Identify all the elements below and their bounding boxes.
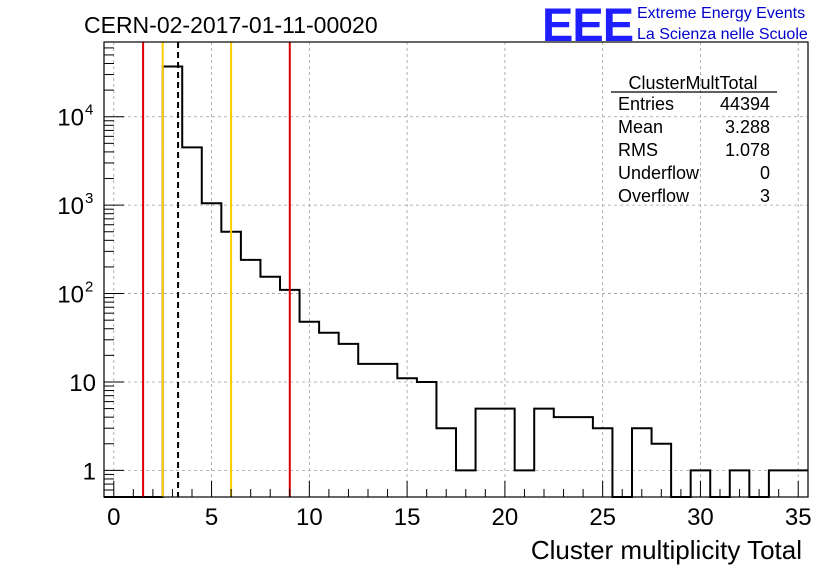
y-tick-label: 1 bbox=[83, 458, 96, 485]
stats-label: Overflow bbox=[618, 186, 690, 206]
y-tick-label-exponent: 2 bbox=[85, 279, 93, 296]
y-tick-label: 10 4 bbox=[57, 102, 93, 132]
stats-label: Underflow bbox=[618, 163, 700, 183]
y-tick-label-base: 10 bbox=[57, 105, 84, 132]
stats-value: 3.288 bbox=[725, 117, 770, 137]
logo-tagline-1: Extreme Energy Events bbox=[637, 5, 806, 22]
stats-value: 1.078 bbox=[725, 140, 770, 160]
x-tick-label: 30 bbox=[687, 504, 714, 531]
stats-label: RMS bbox=[618, 140, 658, 160]
run-title: CERN-02-2017-01-11-00020 bbox=[84, 12, 378, 38]
x-tick-label: 10 bbox=[296, 504, 323, 531]
x-tick-label: 15 bbox=[394, 504, 421, 531]
y-tick-label: 10 bbox=[69, 370, 96, 397]
x-tick-label: 25 bbox=[589, 504, 616, 531]
plot-frame bbox=[103, 41, 809, 498]
x-tick-label: 20 bbox=[492, 504, 519, 531]
grid bbox=[104, 42, 808, 497]
stats-value: 44394 bbox=[720, 94, 770, 114]
y-tick-label: 10 2 bbox=[57, 279, 93, 309]
stats-box: ClusterMultTotal Entries 44394 Mean 3.288 RM… bbox=[611, 73, 777, 206]
x-tick-label: 0 bbox=[107, 504, 120, 531]
x-tick-label: 35 bbox=[785, 504, 812, 531]
axis-ticks bbox=[104, 41, 799, 498]
stats-value: 0 bbox=[760, 163, 770, 183]
logo-mark: EEE bbox=[542, 0, 634, 51]
y-tick-label-base: 10 bbox=[57, 282, 84, 309]
logo-tagline-2: La Scienza nelle Scuole bbox=[637, 26, 808, 43]
y-tick-label: 10 3 bbox=[57, 190, 93, 220]
marker-lines bbox=[142, 42, 291, 497]
stats-label: Entries bbox=[618, 94, 674, 114]
x-tick-label: 5 bbox=[205, 504, 218, 531]
stats-label: Mean bbox=[618, 117, 663, 137]
y-tick-label-exponent: 3 bbox=[85, 190, 93, 207]
y-tick-label-exponent: 4 bbox=[85, 102, 93, 119]
histogram-outline bbox=[104, 65, 808, 498]
histogram bbox=[104, 65, 808, 498]
y-tick-label-base: 10 bbox=[57, 193, 84, 220]
stats-title: ClusterMultTotal bbox=[628, 73, 757, 93]
x-axis-label: Cluster multiplicity Total bbox=[531, 535, 802, 565]
eee-logo: EEE Extreme Energy Events La Scienza nel… bbox=[542, 0, 832, 51]
stats-value: 3 bbox=[760, 186, 770, 206]
